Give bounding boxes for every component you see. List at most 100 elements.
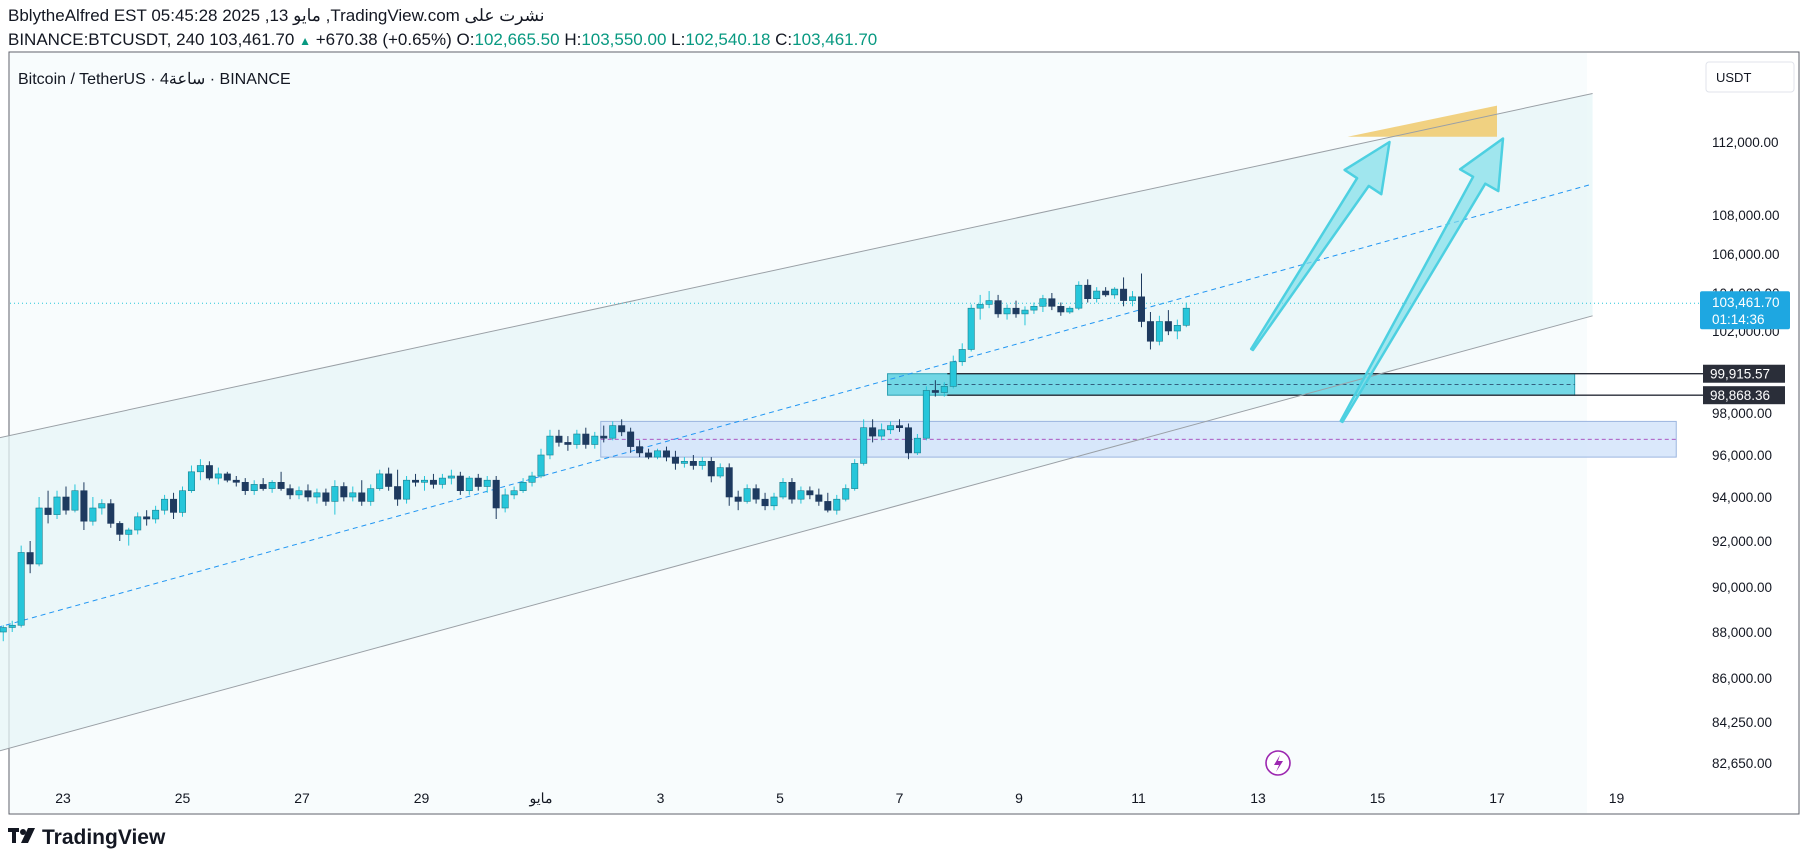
tradingview-brand[interactable]: TradingView [8, 826, 165, 850]
low-label: L: [671, 30, 686, 49]
candle [35, 497, 43, 567]
level-tag-label: 99,915.57 [1710, 367, 1770, 382]
candle-body [412, 479, 420, 483]
candle-body [654, 450, 662, 458]
candle-body [152, 509, 160, 520]
candle [537, 448, 545, 479]
publish-info: BblytheAlfred EST 05:45:28 2025 ,13 مايو… [8, 6, 545, 25]
candle-body [716, 467, 724, 477]
candle-body [994, 300, 1002, 315]
candle [904, 423, 912, 460]
candle [313, 488, 321, 504]
candle-body [1039, 298, 1047, 307]
candle [600, 425, 608, 443]
candle [967, 304, 975, 352]
candle-body [904, 427, 912, 454]
candle [304, 484, 312, 502]
candle [761, 492, 769, 511]
lightning-icon[interactable] [1265, 750, 1291, 776]
close-value: 103,461.70 [792, 30, 878, 49]
triangle-up-icon: ▲ [299, 34, 311, 48]
candle-body [895, 425, 903, 429]
x-tick-label: 25 [175, 790, 191, 806]
candle-body [627, 431, 635, 447]
candle-body [196, 465, 204, 473]
candle [438, 473, 446, 489]
level-tag-1 [1703, 364, 1785, 383]
candle-body [1066, 307, 1074, 313]
x-tick-label: 29 [414, 790, 430, 806]
candle [474, 473, 482, 491]
candle [824, 492, 832, 513]
candle-body [501, 494, 509, 509]
tradingview-logo-icon [8, 827, 38, 850]
candle-body [277, 481, 285, 489]
candle-body [376, 473, 384, 489]
candle-body [98, 503, 106, 509]
candle-body [671, 456, 679, 464]
candle [107, 499, 115, 528]
candle-body [940, 386, 948, 393]
candle-body [913, 437, 921, 454]
candle [815, 488, 823, 506]
candle [331, 480, 339, 515]
candle [0, 625, 7, 642]
candle-body [134, 516, 142, 531]
projection-arrow-2 [1339, 137, 1505, 424]
candle [1093, 287, 1101, 303]
channel-upper-line [0, 92, 1593, 439]
y-tick-label: 92,000.00 [1712, 534, 1772, 549]
candle-body [170, 498, 178, 513]
candle-body [205, 465, 213, 479]
candle [528, 471, 536, 487]
symbol-label[interactable]: BINANCE:BTCUSDT, 240 [8, 30, 205, 49]
candle-body [259, 484, 267, 489]
candle [385, 467, 393, 491]
candle-body [80, 490, 88, 522]
candle [259, 478, 267, 491]
candle [268, 480, 276, 493]
candle-body [1111, 288, 1119, 296]
candle [143, 510, 151, 526]
candle [555, 429, 563, 447]
candle-body [609, 425, 617, 439]
currency-box[interactable] [1705, 61, 1795, 93]
candle [1030, 302, 1038, 314]
candle-body [268, 481, 276, 489]
y-tick-label: 86,000.00 [1712, 671, 1772, 686]
candle-body [474, 477, 482, 487]
candle [80, 482, 88, 530]
y-tick-label: 98,000.00 [1712, 406, 1772, 421]
candle-body [636, 446, 644, 454]
candle-body [770, 496, 778, 507]
y-tick-label: 84,250.00 [1712, 715, 1772, 730]
high-label: H: [564, 30, 582, 49]
candle-body [125, 529, 133, 535]
candle [1102, 287, 1110, 297]
y-tick-label: 106,000.00 [1712, 247, 1780, 262]
x-tick-label: 5 [776, 790, 784, 806]
candle-body [985, 300, 993, 305]
candle-body [1137, 296, 1145, 322]
candle-body [17, 552, 25, 626]
candle-body [573, 433, 581, 445]
candle [519, 478, 527, 493]
channel-lower-line [0, 315, 1593, 752]
y-tick-label: 90,000.00 [1712, 580, 1772, 595]
candle-body [662, 450, 670, 458]
candle-body [922, 390, 930, 439]
candle [187, 465, 195, 493]
open-label: O: [456, 30, 475, 49]
candle-body [35, 507, 43, 565]
candle-body [394, 486, 402, 500]
candle [949, 355, 957, 389]
candle [1003, 304, 1011, 320]
candle [806, 486, 814, 500]
low-value: 102,540.18 [685, 30, 771, 49]
x-tick-label: مايو [529, 790, 553, 807]
candle-body [815, 494, 823, 502]
candle [976, 294, 984, 320]
candle [277, 471, 285, 491]
candle [447, 469, 455, 485]
